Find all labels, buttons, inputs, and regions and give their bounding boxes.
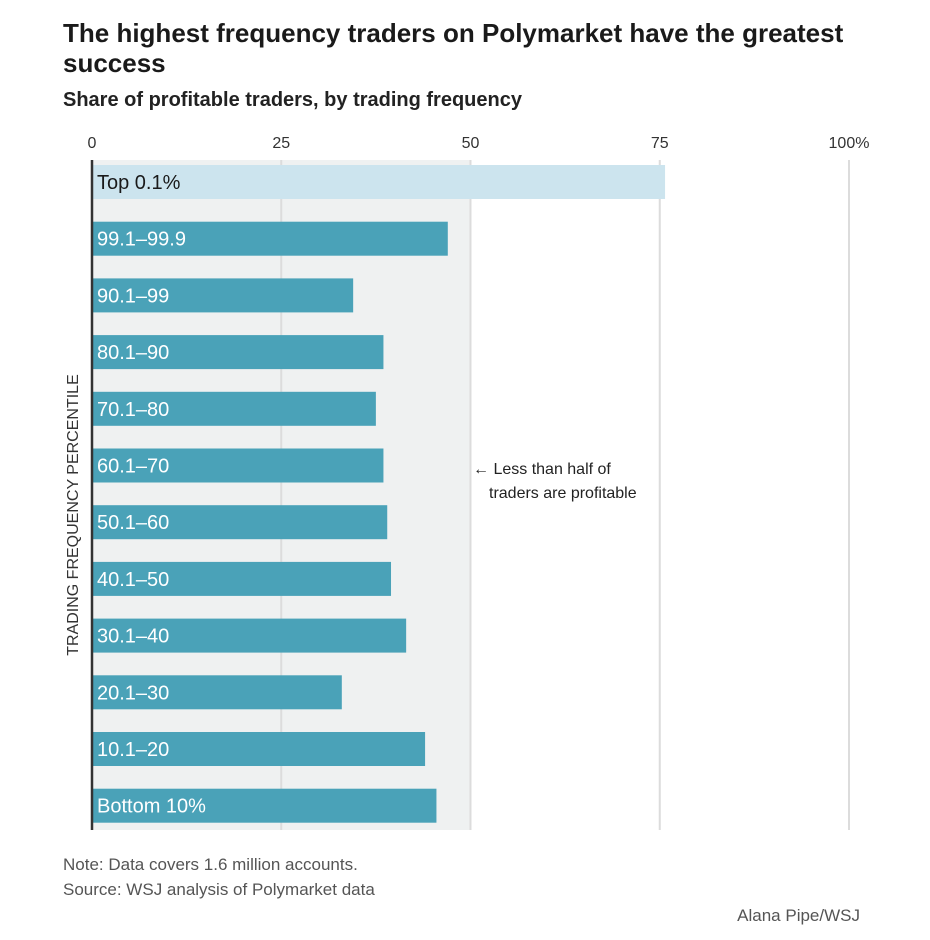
bar-category-label: 90.1–99 xyxy=(97,285,169,307)
y-axis-label: TRADING FREQUENCY PERCENTILE xyxy=(65,374,82,656)
bar xyxy=(92,335,384,370)
bar-category-label: 20.1–30 xyxy=(97,682,169,704)
bar xyxy=(92,618,407,653)
bar xyxy=(92,221,448,256)
bar-category-label: 99.1–99.9 xyxy=(97,229,186,251)
chart-note: Note: Data covers 1.6 million accounts. xyxy=(63,855,358,874)
annotation-line-2: traders are profitable xyxy=(489,485,637,502)
bar xyxy=(92,448,384,483)
chart-credit: Alana Pipe/WSJ xyxy=(737,906,860,925)
x-tick-label: 25 xyxy=(272,135,290,152)
bar-category-label: Bottom 10% xyxy=(97,796,206,818)
bar xyxy=(92,278,354,313)
annotation-line-1: ← Less than half of xyxy=(473,461,611,478)
bar-chart: 0 25 50 75 100% Top 0.1% 99.1–99.9 90.1–99 80.1–… xyxy=(65,135,870,830)
chart-title: The highest frequency traders on Polymar… xyxy=(63,18,844,78)
bar-category-label: 80.1–90 xyxy=(97,342,169,364)
annotation-text-1: Less than half of xyxy=(493,461,611,478)
bar xyxy=(92,391,376,426)
bar xyxy=(92,561,392,596)
bar-category-label: 50.1–60 xyxy=(97,512,169,534)
bar xyxy=(92,505,388,540)
chart-source: Source: WSJ analysis of Polymarket data xyxy=(63,880,375,899)
bar-category-label: 30.1–40 xyxy=(97,626,169,648)
x-tick-label: 0 xyxy=(88,135,97,152)
x-tick-label: 50 xyxy=(462,135,480,152)
bar-category-label: 60.1–70 xyxy=(97,456,169,478)
bar-category-label: Top 0.1% xyxy=(97,172,181,194)
bar-category-label: 70.1–80 xyxy=(97,399,169,421)
chart-subtitle: Share of profitable traders, by trading … xyxy=(63,89,522,111)
x-tick-label: 75 xyxy=(651,135,669,152)
annotation-arrow: ← xyxy=(473,461,493,478)
bar xyxy=(92,788,437,823)
bar xyxy=(92,732,426,766)
bar xyxy=(92,675,342,710)
bar-category-label: 40.1–50 xyxy=(97,569,169,591)
x-tick-label: 100% xyxy=(829,135,870,152)
bar-category-label: 10.1–20 xyxy=(97,739,169,761)
bar xyxy=(92,165,666,199)
